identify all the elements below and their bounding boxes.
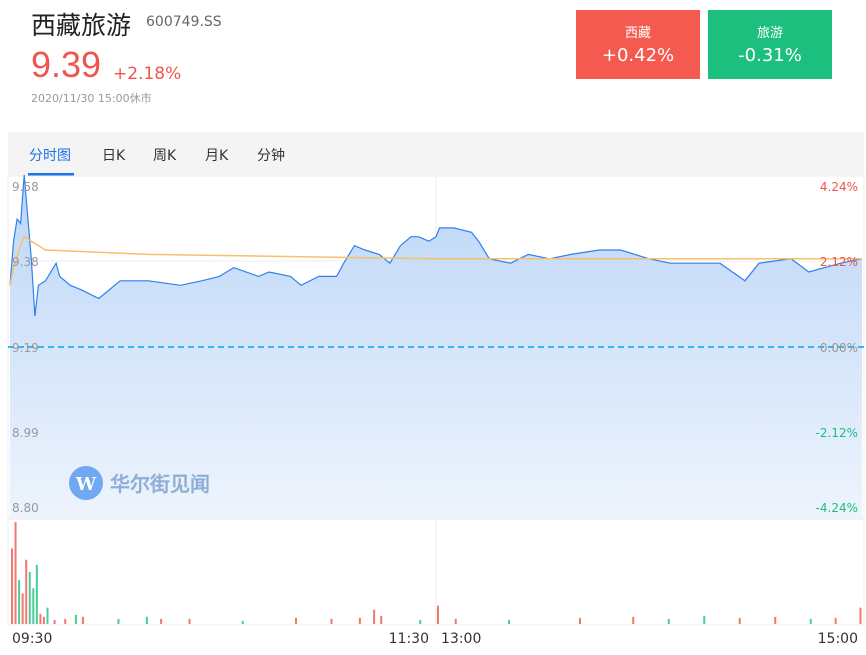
y-tick-pct-label: 2.12% (820, 255, 858, 269)
sector-tibet-button[interactable]: 西藏 +0.42% (576, 10, 700, 79)
volume-bar (25, 559, 28, 624)
volume-bar (437, 605, 439, 624)
stock-code: 600749.SS (146, 14, 222, 30)
sector-tourism-button[interactable]: 旅游 -0.31% (708, 10, 832, 79)
x-tick-label: 13:00 (441, 631, 481, 647)
volume-bar (11, 548, 13, 624)
volume-bar (834, 617, 837, 624)
volume-bar (380, 615, 383, 624)
y-tick-pct-label: 4.24% (820, 180, 858, 194)
volume-bar (74, 614, 77, 624)
watermark: W 华尔街见闻 (69, 466, 210, 500)
timestamp: 2020/11/30 15:00休市 (31, 92, 152, 105)
volume-bar (419, 619, 422, 624)
stock-name: 西藏旅游 (31, 11, 132, 40)
x-tick-label: 15:00 (818, 631, 858, 647)
volume-bar (21, 593, 24, 624)
volume-bar (241, 620, 244, 624)
volume-bar (632, 616, 635, 624)
volume-bar (32, 588, 35, 624)
active-tab-indicator (28, 173, 74, 176)
x-tick-label: 09:30 (12, 631, 52, 647)
volume-bar (330, 618, 333, 624)
stock-change-pct: +2.18% (113, 64, 182, 84)
volume-bar (14, 522, 17, 624)
svg-text:W: W (75, 474, 97, 495)
volume-bar (703, 615, 706, 624)
volume-bar (579, 617, 581, 624)
sector-name: 旅游 (756, 26, 783, 41)
volume-bar (188, 618, 191, 624)
volume-bar (28, 571, 31, 624)
y-tick-label: 9.38 (12, 255, 39, 269)
y-tick-label: 9.58 (12, 180, 39, 194)
price-area (10, 175, 862, 519)
tab-monthly-k[interactable]: 月K (205, 148, 229, 164)
volume-bar (373, 609, 376, 624)
volume-bar (39, 613, 42, 624)
sector-change: -0.31% (738, 45, 802, 66)
y-tick-label: 8.99 (12, 426, 39, 440)
tab-weekly-k[interactable]: 周K (153, 148, 177, 164)
volume-bar (145, 616, 148, 624)
y-tick-pct-label: -2.12% (816, 426, 858, 440)
volume-bar (295, 617, 297, 624)
stock-price: 9.39 (31, 44, 102, 85)
y-tick-label: 9.19 (12, 341, 39, 355)
volume-bar (859, 607, 862, 624)
volume-bar (64, 618, 67, 624)
volume-bar (82, 616, 84, 624)
price-line (9, 174, 863, 317)
sector-change: +0.42% (601, 45, 675, 66)
volume-bar (53, 619, 56, 624)
volume-bar (42, 616, 45, 624)
volume-bar (46, 607, 49, 624)
tab-minute[interactable]: 分钟 (257, 148, 285, 164)
volume-bar (358, 617, 361, 624)
volume-bar (738, 617, 741, 624)
tab-daily-k[interactable]: 日K (102, 148, 126, 164)
volume-bar (454, 618, 457, 624)
watermark-logo-icon (69, 466, 103, 500)
avg-price-line (9, 235, 862, 286)
volume-bar (508, 619, 510, 624)
tab-intraday[interactable]: 分时图 (29, 148, 71, 164)
sector-name: 西藏 (624, 26, 651, 41)
y-tick-label: 8.80 (12, 501, 39, 515)
watermark-text: 华尔街见闻 (110, 472, 210, 496)
volume-bar (774, 616, 777, 624)
chart-tabs: 分时图 日K 周K 月K 分钟 (8, 132, 864, 176)
y-tick-pct-label: -4.24% (816, 501, 858, 515)
volume-bar (667, 618, 670, 624)
volume-bar (35, 564, 38, 624)
y-tick-pct-label: 0.00% (820, 341, 858, 355)
x-tick-label: 11:30 (389, 631, 429, 647)
volume-bar (18, 580, 21, 624)
volume-bar (160, 618, 163, 624)
volume-bar (117, 618, 120, 624)
volume-bar (809, 618, 812, 624)
